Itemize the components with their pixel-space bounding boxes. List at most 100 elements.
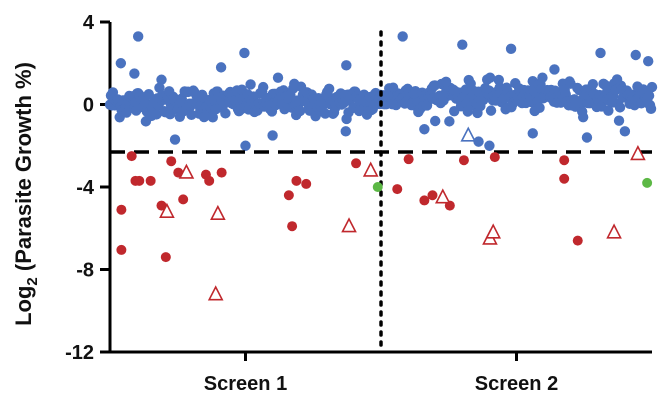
bulk-point (581, 132, 593, 143)
x-category-label: Screen 1 (204, 373, 287, 393)
hit-point (427, 190, 438, 201)
bulk-point (577, 111, 589, 123)
hit-point (642, 177, 653, 188)
bulk-point (341, 60, 352, 71)
hit-point (287, 221, 298, 232)
hit-point (489, 152, 500, 163)
bulk-point (340, 126, 351, 137)
bulk-point (156, 74, 167, 85)
bulk-point (272, 72, 284, 83)
hit-point (372, 182, 383, 192)
bulk-point (549, 64, 560, 75)
bulk-point (473, 136, 484, 147)
hit-point (283, 190, 294, 201)
bulk-point (267, 130, 278, 141)
bulk-point (603, 105, 614, 116)
bulk-point (294, 105, 306, 117)
bulk-point (129, 68, 140, 79)
hit-point (130, 175, 141, 186)
bulk-point (245, 79, 256, 90)
bulk-point (595, 47, 606, 59)
triangle-point (460, 126, 477, 142)
bulk-point (239, 47, 250, 59)
hit-point (301, 178, 312, 189)
bulk-point (240, 140, 251, 151)
bulk-point (643, 55, 654, 67)
triangle-point (207, 285, 224, 301)
reference-lines (110, 30, 652, 354)
hit-point (204, 175, 215, 186)
hit-point (351, 158, 362, 169)
hit-point (419, 195, 430, 206)
bulk-point (421, 100, 433, 111)
hit-point (156, 200, 167, 211)
bulk-point (534, 102, 545, 114)
triangle-point (362, 161, 379, 177)
y-tick-label: 0 (83, 95, 94, 117)
bulk-point (505, 43, 517, 55)
bulk-point (485, 105, 497, 116)
triangle-point (341, 217, 357, 233)
y-tick-label: 4 (83, 12, 95, 34)
hit-point (403, 154, 414, 165)
bulk-point (121, 107, 132, 118)
bulk-point (169, 134, 181, 145)
bulk-point (643, 90, 655, 101)
bulk-point (444, 116, 455, 127)
highlight-points-layer (116, 126, 653, 301)
hit-point (572, 235, 583, 246)
hit-point (392, 184, 403, 195)
hit-point (160, 252, 171, 263)
hit-point (559, 173, 570, 184)
axes: 4 0 -4 -8 -12 Screen 1 Screen 2 (65, 12, 652, 393)
bulk-point (289, 78, 300, 90)
bulk-point (132, 31, 144, 42)
bulk-point (457, 39, 468, 50)
hit-point (178, 194, 189, 205)
bulk-point (115, 58, 127, 69)
bulk-point (484, 140, 495, 151)
bulk-point (220, 108, 231, 119)
triangle-point (606, 223, 622, 239)
bulk-point (430, 115, 441, 127)
hit-point (116, 244, 127, 255)
bulk-point (646, 81, 658, 93)
bulk-point (215, 62, 227, 73)
hit-point (116, 204, 127, 215)
hit-point (145, 175, 156, 186)
bulk-point (614, 102, 626, 113)
bulk-point (645, 103, 657, 115)
y-tick-label: -8 (76, 260, 94, 282)
hit-point (291, 175, 302, 186)
hit-point (166, 156, 177, 167)
bulk-point (320, 108, 331, 119)
x-category-label: Screen 2 (475, 373, 558, 393)
hit-point (216, 167, 227, 178)
bulk-point (323, 83, 335, 95)
bulk-point (630, 49, 641, 61)
hit-point (458, 155, 469, 166)
y-tick-label: -12 (65, 342, 94, 364)
triangle-point (485, 223, 502, 239)
y-tick-label: -4 (76, 177, 95, 199)
hit-point (559, 155, 570, 166)
bulk-point (527, 128, 538, 139)
bulk-point (440, 76, 452, 88)
triangle-point (434, 188, 451, 204)
bulk-point (537, 72, 548, 83)
bulk-point (257, 81, 269, 93)
bulk-point (587, 79, 599, 90)
bulk-point (397, 31, 408, 42)
hit-point (126, 151, 137, 162)
y-axis-label: Log2 (Parasite Growth %) (11, 62, 41, 326)
bulk-point (613, 115, 625, 126)
bulk-point (484, 72, 496, 83)
bulk-points-layer (104, 31, 658, 151)
triangle-point (159, 202, 175, 218)
bulk-point (186, 109, 197, 121)
triangle-point (210, 204, 226, 221)
bulk-point (419, 124, 430, 135)
triangle-point (178, 163, 195, 179)
bulk-point (619, 126, 631, 137)
